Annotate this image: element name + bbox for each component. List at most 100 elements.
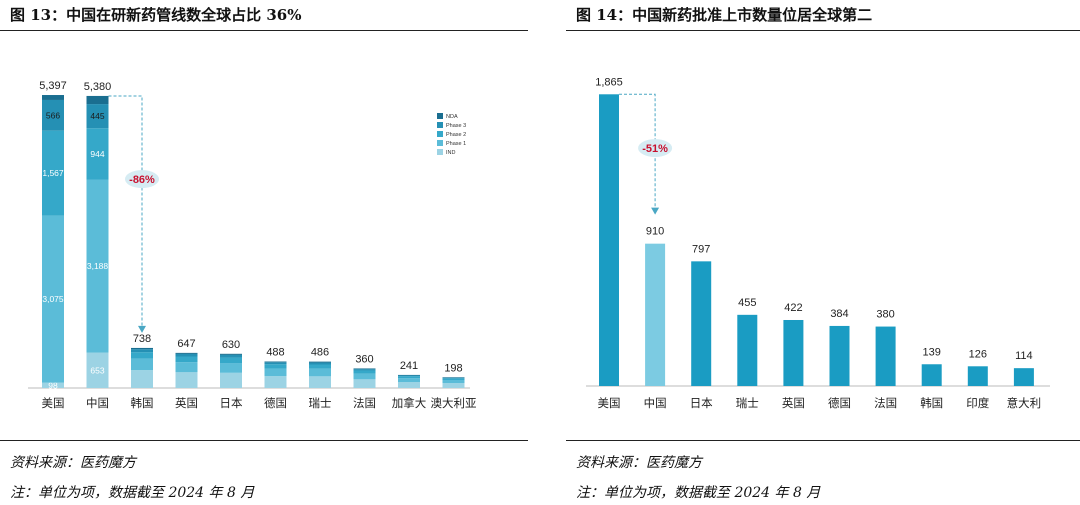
bar-segment-phase-1 xyxy=(131,358,153,371)
bar-segment-phase-3 xyxy=(220,354,242,358)
value-label: 422 xyxy=(784,302,802,314)
bar-segment-phase-3 xyxy=(309,362,331,365)
total-label: 198 xyxy=(444,362,462,374)
category-label: 韩国 xyxy=(131,396,154,410)
category-label: 印度 xyxy=(966,396,989,410)
category-label: 瑞士 xyxy=(309,396,332,410)
bar-segment-ind xyxy=(264,376,287,388)
bar xyxy=(599,94,619,387)
annotation-arrow-head xyxy=(651,207,660,215)
bar-segment-phase-3 xyxy=(86,104,109,129)
value-label: 910 xyxy=(646,226,664,238)
category-label: 英国 xyxy=(782,396,805,410)
bar-segment-phase-2 xyxy=(86,128,109,180)
bar-segment-phase-1 xyxy=(398,378,420,383)
category-label: 加拿大 xyxy=(392,396,427,410)
bar-segment-phase-3 xyxy=(442,377,465,379)
bar xyxy=(645,243,666,386)
bar-segment-phase-1 xyxy=(309,368,331,377)
segment-label: 98 xyxy=(48,380,58,390)
annotation-arrow-line xyxy=(619,93,656,212)
figure-13-top-rule xyxy=(0,30,528,31)
legend-label: NDA xyxy=(446,114,458,120)
legend-label: Phase 3 xyxy=(446,123,466,129)
legend-swatch xyxy=(437,149,443,155)
bar-segment-phase-1 xyxy=(442,380,465,384)
total-label: 360 xyxy=(355,353,373,365)
annotation-label: -51% xyxy=(642,143,668,155)
annotation-badge xyxy=(125,170,159,189)
bar-segment-phase-2 xyxy=(175,356,198,363)
bar-segment-phase-2 xyxy=(398,376,420,379)
bar-segment-ind xyxy=(398,382,420,388)
bar-segment-nda xyxy=(398,374,420,376)
total-label: 241 xyxy=(400,360,418,372)
bar-segment-phase-1 xyxy=(42,215,64,383)
total-label: 5,380 xyxy=(84,81,112,93)
bar-segment-nda xyxy=(42,95,64,100)
value-label: 114 xyxy=(1015,350,1033,362)
value-label: 126 xyxy=(969,348,987,360)
figure-14-chart: 1,865 美国 910 中国 797 日本 455 瑞士 422 英国 384 德国 380 法国 139… xyxy=(586,76,1050,410)
bar-segment-nda xyxy=(131,347,153,350)
bar-segment-nda xyxy=(442,377,465,378)
bar-segment-phase-2 xyxy=(131,352,153,359)
figure-13-source-note: 资料来源：医药魔方 xyxy=(10,455,136,471)
bar-segment-ind xyxy=(175,372,198,388)
bar-segment-nda xyxy=(86,95,109,105)
figure-13-bottom-rule xyxy=(0,440,528,441)
figure-13-title: 图 13：中国在研新药管线数全球占比 36% xyxy=(10,6,302,24)
annotation-badge xyxy=(638,139,673,158)
legend-label: IND xyxy=(446,150,456,156)
category-label: 德国 xyxy=(828,396,851,410)
bar xyxy=(829,325,850,386)
value-label: 139 xyxy=(923,346,941,358)
total-label: 488 xyxy=(266,347,284,359)
segment-label: 3,075 xyxy=(42,294,64,304)
segment-label: 566 xyxy=(46,110,60,120)
segment-label: 445 xyxy=(90,111,104,121)
total-label: 647 xyxy=(177,338,195,350)
bar-segment-ind xyxy=(86,352,109,388)
value-label: 384 xyxy=(830,308,848,320)
bar xyxy=(1013,368,1034,386)
figure-13-unit-note: 注：单位为项，数据截至 2024 年 8 月 xyxy=(10,485,255,501)
bar-segment-phase-1 xyxy=(175,362,198,373)
category-label: 法国 xyxy=(874,396,897,410)
bar-segment-ind xyxy=(442,383,465,388)
value-label: 455 xyxy=(738,297,756,309)
figure-13-chart: 98 3,075 1,567 566 5,397 美国 653 3,188 944 445 5,38… xyxy=(28,80,477,410)
bar xyxy=(691,261,712,386)
bar-segment-nda xyxy=(175,352,198,354)
figure-14-title: 图 14：中国新药批准上市数量位居全球第二 xyxy=(576,6,873,24)
bar-segment-ind xyxy=(131,370,153,388)
total-label: 630 xyxy=(222,339,240,351)
segment-label: 1,567 xyxy=(42,168,64,178)
bar-segment-nda xyxy=(353,368,376,370)
total-label: 738 xyxy=(133,333,151,345)
bar-segment-phase-2 xyxy=(442,378,465,381)
figure-14-source-note: 资料来源：医药魔方 xyxy=(576,455,702,471)
annotation-arrow-head xyxy=(138,325,146,333)
bar-segment-phase-2 xyxy=(264,364,287,369)
bar-segment-nda xyxy=(309,361,331,363)
bar-segment-phase-3 xyxy=(175,353,198,357)
bar-segment-phase-2 xyxy=(309,364,331,369)
figure-13-panel: 图 13：中国在研新药管线数全球占比 36% 98 3,075 1,567 566 5,… xyxy=(0,0,528,505)
bar xyxy=(737,314,758,386)
category-label: 法国 xyxy=(353,396,376,410)
bar-segment-phase-1 xyxy=(220,363,242,373)
bar-segment-phase-3 xyxy=(42,99,64,131)
bar-segment-nda xyxy=(220,353,242,355)
bar xyxy=(875,326,896,386)
category-label: 日本 xyxy=(220,396,243,410)
figure-14-top-rule xyxy=(566,30,1080,31)
bar-segment-phase-2 xyxy=(353,370,376,374)
category-label: 德国 xyxy=(264,396,287,410)
category-label: 中国 xyxy=(644,397,667,410)
bar-segment-phase-2 xyxy=(220,357,242,364)
bar xyxy=(783,319,804,386)
annotation-label: -86% xyxy=(129,174,155,186)
bar-segment-phase-3 xyxy=(398,375,420,377)
category-label: 意大利 xyxy=(1007,396,1042,410)
